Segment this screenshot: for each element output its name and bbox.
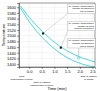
x-axis: 0.0 0.5 1.0 1.5 2.0 2.5 xyxy=(20,67,97,74)
y-axis: 1400142014401460148015001520154015601580… xyxy=(7,4,19,68)
y-tick: 1500 xyxy=(7,33,19,38)
x-tick-label: 1.0 xyxy=(52,69,58,74)
y-tick-mark xyxy=(17,58,19,59)
annotation: T.t. pocket. Temperaturechange measured … xyxy=(68,39,95,58)
grid-line-y xyxy=(19,35,95,36)
x-tick: 2.5 xyxy=(90,67,96,74)
y-tick-label: 1560 xyxy=(7,16,17,21)
y-tick-mark xyxy=(17,53,19,54)
y-tick-mark xyxy=(17,41,19,42)
annotations: T.t. pocket. Temperaturechange measured … xyxy=(43,4,95,58)
y-tick-label: 1500 xyxy=(7,33,17,38)
annotation-text: T.t. pocket. Temperaturechange at mold(o… xyxy=(68,22,94,30)
annotation-line: top of pocket xyxy=(80,10,94,13)
x-tick-label: 0.0 xyxy=(27,69,33,74)
y-axis-line xyxy=(17,4,20,68)
y-tick-label: 1420 xyxy=(7,56,17,61)
y-tick-label: 1400 xyxy=(7,62,17,67)
y-tick: 1460 xyxy=(7,45,19,50)
y-tick-mark xyxy=(17,24,19,25)
grid-line-x xyxy=(54,3,55,67)
annotation-leader xyxy=(43,13,68,33)
x-axis-title: Time (min) xyxy=(48,86,68,91)
y-tick-mark xyxy=(17,64,19,65)
y-tick: 1560 xyxy=(7,16,19,21)
y-tick-mark xyxy=(17,36,19,37)
annotation-line: (optical pyrometer) xyxy=(74,27,94,30)
y-tick-label: 1600 xyxy=(7,5,17,10)
y-tick: 1540 xyxy=(7,22,19,27)
y-tick-label: 1540 xyxy=(7,22,17,27)
curve xyxy=(20,8,95,67)
annotation-text: T.t. pocket. Temperaturechange measured … xyxy=(68,39,94,47)
annotation-text: T.t. pocket. Temperaturechange measured … xyxy=(68,5,94,13)
y-tick: 1420 xyxy=(7,56,19,61)
annotation-box xyxy=(68,4,95,13)
y-tick-label: 1580 xyxy=(7,11,17,16)
y-tick: 1520 xyxy=(7,28,19,33)
axis-annotation: Castmanipulator in mold xyxy=(11,75,33,81)
axis-annotation-line: manipulator in mold xyxy=(11,78,33,81)
curve xyxy=(20,6,95,62)
plot-area xyxy=(20,6,95,67)
y-tick-label: 1520 xyxy=(7,28,17,33)
x-tick-label: 2.5 xyxy=(90,69,96,74)
annotation-line: end of pocket xyxy=(80,45,95,48)
y-tick-mark xyxy=(17,47,19,48)
annotation-leader xyxy=(61,31,68,48)
axis-annotation: End of castingin molds xyxy=(81,75,97,81)
grid-line-x xyxy=(29,3,30,67)
grid-line-y xyxy=(19,52,95,53)
y-tick: 1580 xyxy=(7,11,19,16)
y-tick-mark xyxy=(17,13,19,14)
annotation-leader xyxy=(78,48,79,58)
y-tick: 1600 xyxy=(7,5,19,10)
annotation: T.t. pocket. Temperaturechange at mold(o… xyxy=(61,21,95,47)
y-axis-title: Temperature xyxy=(1,23,6,46)
grid xyxy=(19,3,95,67)
x-tick: 0.5 xyxy=(40,67,46,74)
x-tick: 1.5 xyxy=(65,67,71,74)
x-tick-label: 1.5 xyxy=(65,69,71,74)
y-tick-mark xyxy=(17,19,19,20)
y-tick-mark xyxy=(17,30,19,31)
x-tick: 0.0 xyxy=(27,67,33,74)
y-tick: 1480 xyxy=(7,39,19,44)
y-tick: 1440 xyxy=(7,51,19,56)
y-tick-label: 1480 xyxy=(7,39,17,44)
y-tick-mark xyxy=(17,7,19,8)
y-tick-label: 1460 xyxy=(7,45,17,50)
annotation-box xyxy=(68,21,95,30)
y-tick-label: 1440 xyxy=(7,51,17,56)
x-tick-label: 2.0 xyxy=(78,69,84,74)
plot-frame xyxy=(19,3,95,67)
axis-annotation-line: in molds xyxy=(84,78,94,81)
annotation: T.t. pocket. Temperaturechange measured … xyxy=(43,4,95,33)
grid-line-x xyxy=(41,3,42,67)
x-tick: 1.0 xyxy=(52,67,58,74)
x-tick: 2.0 xyxy=(78,67,84,74)
x-tick-label: 0.5 xyxy=(40,69,46,74)
y-tick: 1400 xyxy=(7,62,19,67)
annotation-box xyxy=(68,39,95,48)
chart: 0.00.51.01.52.02.51400142014401460148015… xyxy=(0,0,100,91)
